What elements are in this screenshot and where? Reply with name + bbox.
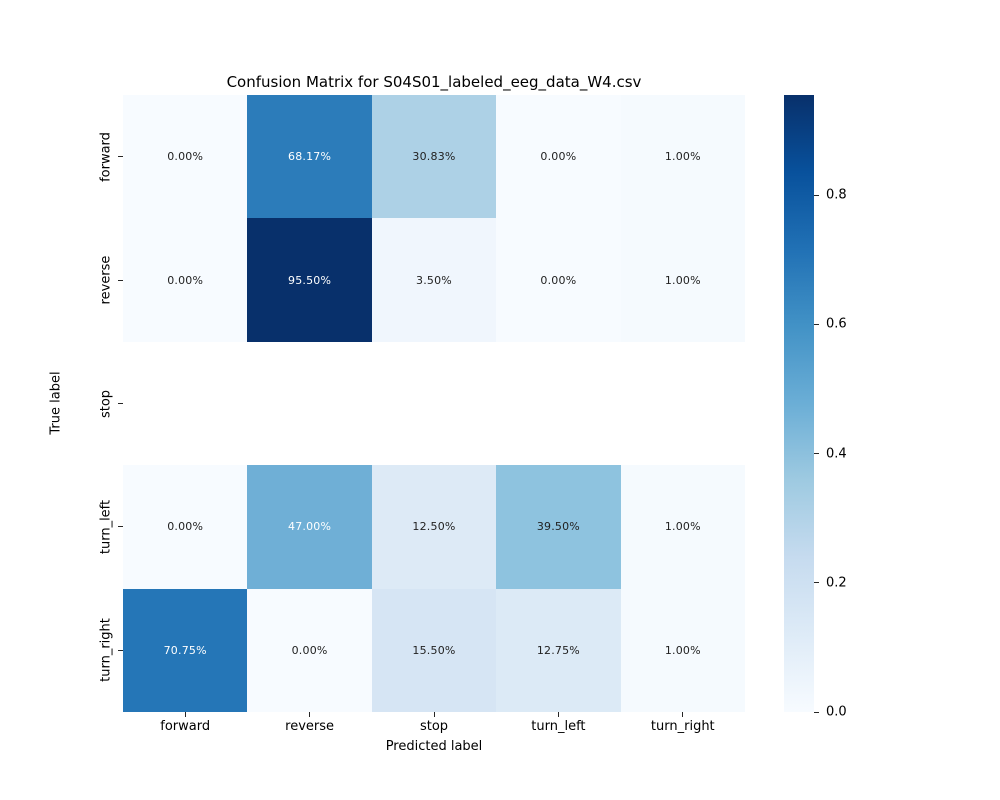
colorbar [784, 95, 814, 712]
y-tick-mark-turn_left [118, 526, 123, 528]
heatmap-cell-stop-forward [123, 341, 248, 466]
colorbar-tick-label-0.2: 0.2 [826, 575, 847, 591]
heatmap-cell-turn_left-stop: 12.50% [371, 465, 497, 589]
heatmap-cell-turn_right-turn_left: 12.75% [496, 588, 621, 712]
colorbar-tick-label-0.4: 0.4 [826, 446, 847, 462]
x-tick-label-forward: forward [160, 719, 211, 734]
heatmap-cell-reverse-turn_right: 1.00% [620, 218, 745, 342]
heatmap-cell-forward-reverse: 68.17% [247, 95, 372, 219]
heatmap-cell-turn_right-turn_right: 1.00% [620, 588, 745, 712]
heatmap-cell-reverse-turn_left: 0.00% [496, 218, 621, 342]
heatmap-cell-forward-stop: 30.83% [371, 95, 497, 219]
y-tick-label-turn_left: turn_left [98, 499, 114, 555]
y-tick-mark-reverse [118, 279, 123, 281]
x-axis-label: Predicted label [385, 739, 483, 754]
heatmap-cell-stop-stop [371, 341, 497, 466]
y-tick-label-forward: forward [98, 131, 114, 182]
colorbar-tick-mark-0.2 [814, 582, 819, 584]
x-tick-label-turn_right: turn_right [650, 719, 715, 734]
x-tick-mark-reverse [309, 712, 311, 717]
y-tick-label-reverse: reverse [98, 255, 114, 305]
heatmap-cell-turn_left-turn_left: 39.50% [496, 465, 621, 589]
y-tick-mark-turn_right [118, 649, 123, 651]
x-tick-label-reverse: reverse [285, 719, 335, 734]
heatmap-cell-stop-turn_right [620, 341, 745, 466]
x-tick-mark-forward [184, 712, 186, 717]
heatmap-cell-turn_left-forward: 0.00% [123, 465, 248, 589]
heatmap-grid: 0.00% 68.17% 30.83% 0.00% 1.00% 0.00% 95.50% 3.… [123, 95, 745, 712]
colorbar-tick-mark-0.6 [814, 323, 819, 325]
heatmap-cell-forward-turn_left: 0.00% [496, 95, 621, 219]
heatmap-cell-turn_right-stop: 15.50% [371, 588, 497, 712]
y-tick-label-stop: stop [98, 389, 114, 418]
x-tick-label-turn_left: turn_left [531, 719, 586, 734]
heatmap-cell-turn_left-reverse: 47.00% [247, 465, 372, 589]
y-axis-label: True label [48, 371, 64, 435]
y-tick-label-turn_right: turn_right [98, 618, 114, 683]
x-tick-label-stop: stop [419, 719, 449, 734]
colorbar-tick-mark-0.8 [814, 194, 819, 196]
y-tick-mark-stop [118, 403, 123, 404]
heatmap-cell-reverse-reverse: 95.50% [247, 218, 372, 342]
x-tick-mark-turn_right [682, 712, 684, 717]
heatmap-cell-reverse-forward: 0.00% [123, 218, 248, 342]
heatmap-cell-turn_left-turn_right: 1.00% [620, 465, 745, 589]
colorbar-tick-label-0.0: 0.0 [826, 704, 847, 720]
heatmap-cell-stop-reverse [247, 341, 372, 466]
y-tick-mark-forward [118, 156, 123, 158]
heatmap-cell-turn_right-forward: 70.75% [123, 588, 248, 712]
colorbar-tick-label-0.8: 0.8 [826, 187, 847, 203]
heatmap-cell-forward-forward: 0.00% [123, 95, 248, 219]
chart-title: Confusion Matrix for S04S01_labeled_eeg_… [226, 73, 642, 91]
heatmap-cell-forward-turn_right: 1.00% [620, 95, 745, 219]
heatmap-cell-turn_right-reverse: 0.00% [247, 588, 372, 712]
heatmap-cell-stop-turn_left [496, 341, 621, 466]
heatmap-cell-reverse-stop: 3.50% [371, 218, 497, 342]
colorbar-tick-label-0.6: 0.6 [826, 316, 847, 332]
x-tick-mark-turn_left [557, 712, 559, 717]
colorbar-tick-mark-0.0 [814, 711, 819, 713]
colorbar-tick-mark-0.4 [814, 453, 819, 455]
x-tick-mark-stop [433, 712, 435, 717]
